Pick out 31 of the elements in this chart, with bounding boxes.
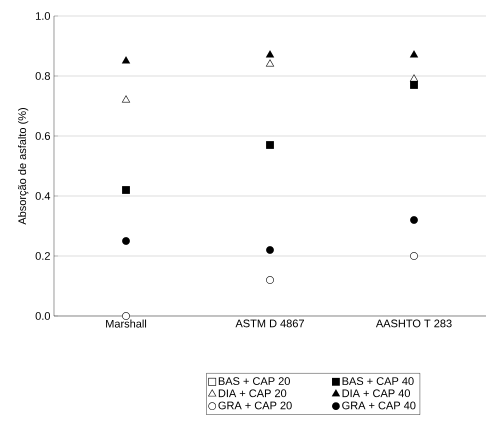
legend-label: DIA + CAP 40	[342, 389, 410, 398]
point	[266, 50, 274, 58]
legend-label: GRA + CAP 40	[342, 402, 416, 410]
point	[410, 252, 418, 260]
y-tick-label: 0.2	[36, 252, 50, 260]
y-tick-label: 0.8	[36, 72, 50, 80]
point	[410, 81, 418, 89]
point	[122, 186, 130, 194]
point	[266, 246, 274, 254]
y-tick-label: 0.6	[36, 132, 50, 140]
point	[122, 95, 130, 102]
point	[122, 312, 130, 320]
x-tick-label: Marshall	[106, 320, 146, 328]
point	[122, 56, 130, 64]
point	[266, 59, 274, 66]
x-tick-label: AASHTO T 283	[376, 320, 452, 328]
point	[410, 74, 418, 82]
point	[266, 276, 274, 284]
y-tick-label: 0.4	[36, 192, 50, 200]
legend-label: BAS + CAP 40	[342, 377, 414, 385]
point	[122, 237, 130, 245]
y-tick-label: 0.0	[36, 312, 50, 320]
y-tick-label: 1.0	[36, 12, 50, 20]
y-axis-title: Absorção de asfalto (%)	[18, 108, 28, 225]
x-tick-label: ASTM D 4867	[235, 320, 304, 328]
legend-label: GRA + CAP 20	[218, 402, 292, 410]
point	[266, 141, 274, 149]
point	[410, 50, 418, 58]
legend-label: BAS + CAP 20	[218, 377, 290, 385]
legend-label: DIA + CAP 20	[218, 389, 286, 398]
point	[410, 216, 418, 224]
